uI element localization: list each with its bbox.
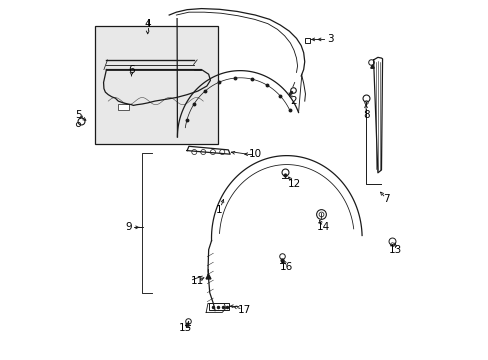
Text: 9: 9 (125, 222, 132, 232)
Text: 1: 1 (216, 206, 222, 216)
FancyBboxPatch shape (94, 26, 218, 144)
Text: 14: 14 (316, 222, 329, 232)
Text: 5: 5 (75, 111, 82, 121)
Text: 4: 4 (144, 19, 151, 29)
Text: 16: 16 (280, 262, 293, 272)
Text: 2: 2 (290, 96, 297, 106)
Text: 13: 13 (387, 245, 401, 255)
Text: 10: 10 (248, 149, 261, 159)
Text: 15: 15 (178, 323, 192, 333)
Text: 7: 7 (382, 194, 388, 204)
Text: 6: 6 (128, 64, 135, 75)
Bar (118, 104, 129, 110)
Text: 12: 12 (287, 179, 300, 189)
Bar (304, 38, 309, 42)
Text: 3: 3 (326, 35, 333, 44)
Bar (208, 303, 229, 310)
Text: 17: 17 (237, 305, 251, 315)
Text: 11: 11 (191, 276, 204, 286)
Text: 8: 8 (363, 111, 369, 121)
